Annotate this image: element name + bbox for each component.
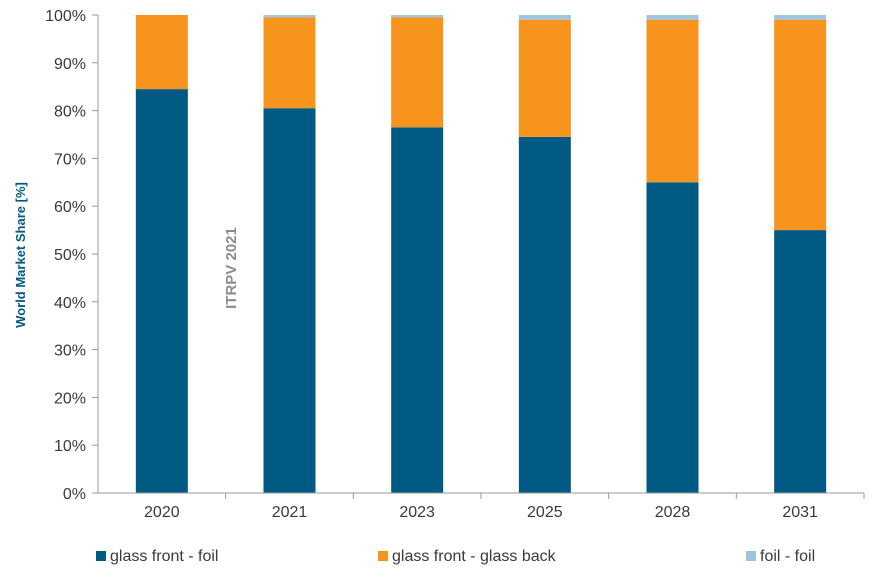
legend-swatch	[96, 551, 106, 561]
y-tick-label: 50%	[54, 247, 86, 264]
bar-segment	[774, 19, 827, 231]
x-tick-label: 2021	[272, 504, 308, 521]
legend-label: foil - foil	[760, 548, 815, 565]
y-tick-label: 100%	[45, 8, 86, 25]
bar-segment	[391, 127, 444, 493]
bar-segment	[391, 17, 444, 128]
bar-segment	[263, 15, 316, 18]
bar-segment	[135, 89, 188, 493]
x-tick-label: 2031	[782, 504, 818, 521]
x-tick-label: 2025	[527, 504, 563, 521]
bar-segment	[518, 136, 571, 493]
y-tick-label: 30%	[54, 343, 86, 360]
x-tick-label: 2023	[399, 504, 435, 521]
bar-segment	[646, 15, 699, 20]
bar-segment	[646, 19, 699, 183]
y-tick-label: 90%	[54, 56, 86, 73]
y-ticks-layer: 0% 10% 20% 30% 40% 50% 60% 70% 80% 90% 100%	[45, 8, 98, 503]
x-tick-label: 2020	[144, 504, 180, 521]
legend-label: glass front - foil	[110, 548, 218, 565]
x-ticks-layer: 2020 2021 2023 2025 2028 2031	[144, 493, 865, 521]
bar-segment	[774, 15, 827, 20]
bar-segment	[518, 15, 571, 20]
legend-swatch	[746, 551, 756, 561]
y-tick-label: 0%	[63, 486, 86, 503]
bars-layer	[135, 15, 827, 494]
legend: glass front - foil glass front - glass ba…	[96, 548, 815, 565]
legend-swatch	[378, 551, 388, 561]
bar-segment	[391, 15, 444, 18]
y-tick-label: 80%	[54, 104, 86, 121]
x-tick-label: 2028	[655, 504, 691, 521]
y-axis-label: World Market Share [%]	[13, 182, 28, 328]
bar-segment	[646, 182, 699, 494]
legend-label: glass front - glass back	[392, 548, 557, 565]
y-tick-label: 60%	[54, 199, 86, 216]
bar-segment	[774, 230, 827, 493]
bar-segment	[135, 15, 188, 90]
y-tick-label: 40%	[54, 295, 86, 312]
y-tick-label: 70%	[54, 151, 86, 168]
y-tick-label: 10%	[54, 438, 86, 455]
itrpv-watermark: ITRPV 2021	[223, 227, 240, 309]
bar-segment	[263, 17, 316, 109]
axes-layer	[97, 15, 864, 494]
y-tick-label: 20%	[54, 390, 86, 407]
bar-segment	[518, 19, 571, 137]
bar-segment	[263, 108, 316, 494]
